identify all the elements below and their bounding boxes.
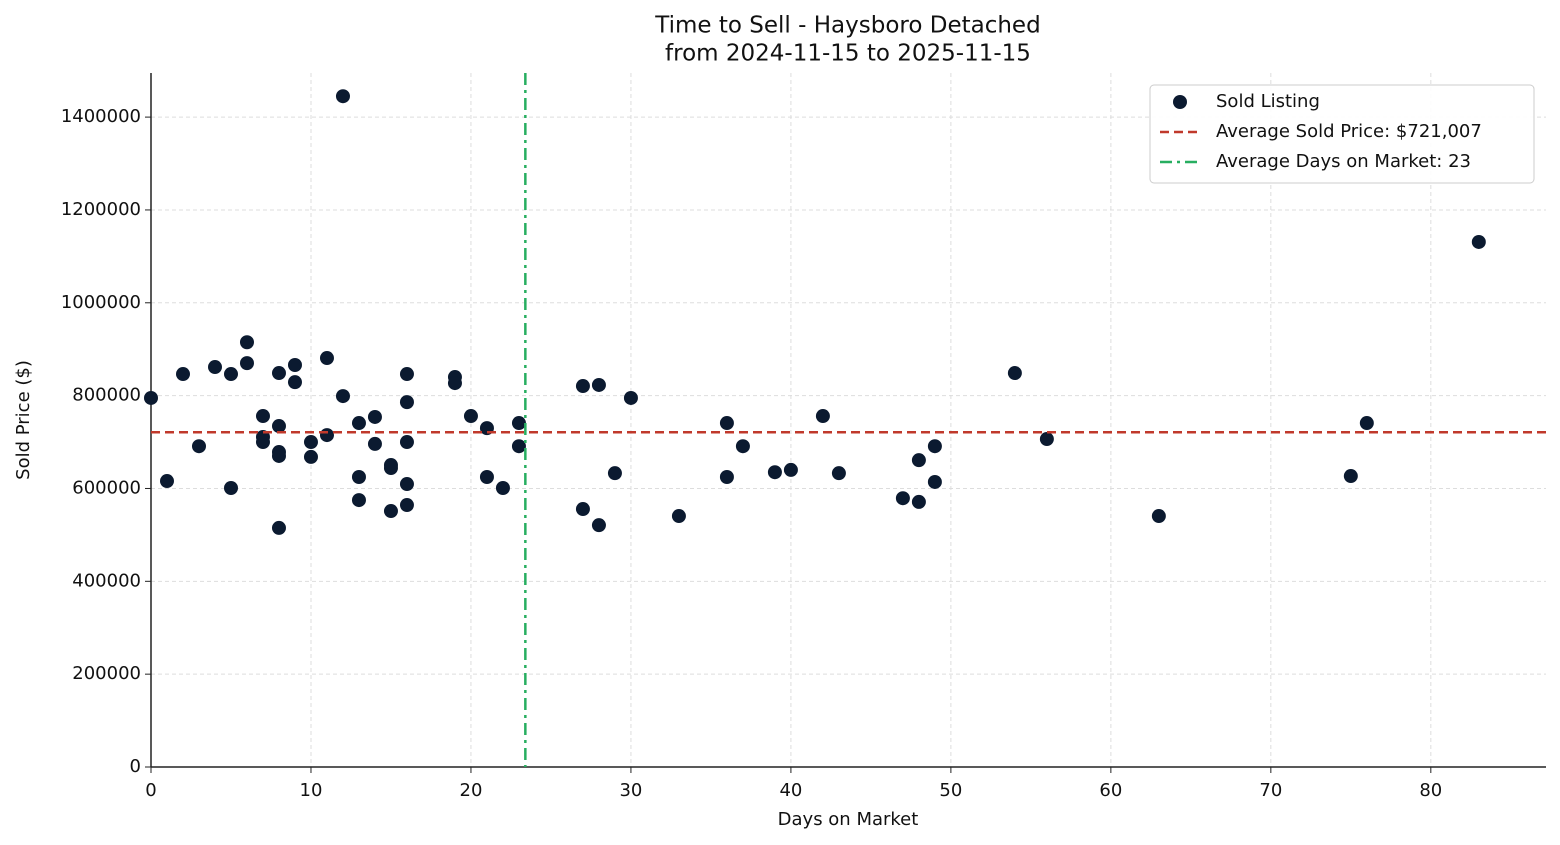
point bbox=[144, 390, 158, 405]
point bbox=[239, 335, 254, 350]
point bbox=[271, 448, 286, 463]
point bbox=[271, 419, 286, 434]
point bbox=[271, 366, 286, 381]
point bbox=[511, 416, 526, 431]
point bbox=[191, 439, 206, 454]
point bbox=[719, 416, 734, 431]
point bbox=[175, 367, 190, 382]
point bbox=[319, 351, 334, 366]
legend-label: Sold Listing bbox=[1216, 91, 1320, 112]
y-tick-label: 1000000 bbox=[61, 292, 141, 313]
point bbox=[303, 449, 318, 464]
y-tick-label: 1400000 bbox=[61, 106, 141, 127]
point bbox=[831, 466, 846, 481]
x-axis-label: Days on Market bbox=[778, 809, 919, 830]
point bbox=[1471, 234, 1486, 249]
y-tick-label: 0 bbox=[130, 756, 141, 777]
point bbox=[719, 470, 734, 485]
point bbox=[1151, 509, 1166, 524]
point bbox=[623, 390, 638, 405]
point bbox=[159, 474, 174, 489]
point bbox=[207, 360, 222, 375]
point bbox=[335, 389, 350, 404]
point bbox=[303, 435, 318, 450]
point bbox=[479, 470, 494, 485]
point bbox=[399, 435, 414, 450]
point bbox=[287, 357, 302, 372]
point bbox=[319, 428, 334, 443]
point bbox=[335, 89, 350, 104]
x-tick-label: 60 bbox=[1099, 780, 1122, 801]
x-tick-label: 70 bbox=[1259, 780, 1282, 801]
point bbox=[895, 491, 910, 506]
point bbox=[927, 474, 942, 489]
point bbox=[671, 509, 686, 524]
point bbox=[575, 502, 590, 517]
y-tick-label: 400000 bbox=[72, 570, 141, 591]
point bbox=[383, 504, 398, 519]
y-tick-label: 1200000 bbox=[61, 199, 141, 220]
y-tick-label: 600000 bbox=[72, 477, 141, 498]
point bbox=[495, 481, 510, 496]
x-tick-label: 40 bbox=[779, 780, 802, 801]
point bbox=[351, 416, 366, 431]
point bbox=[271, 520, 286, 535]
point bbox=[1359, 416, 1374, 431]
point bbox=[815, 409, 830, 424]
point bbox=[1343, 469, 1358, 484]
legend-marker bbox=[1173, 95, 1187, 109]
point bbox=[447, 376, 462, 391]
point bbox=[911, 494, 926, 509]
point bbox=[511, 439, 526, 454]
x-tick-label: 30 bbox=[619, 780, 642, 801]
legend-label: Average Sold Price: $721,007 bbox=[1216, 121, 1482, 142]
y-tick-label: 200000 bbox=[72, 663, 141, 684]
point bbox=[239, 356, 254, 371]
point bbox=[351, 470, 366, 485]
x-tick-label: 0 bbox=[145, 780, 156, 801]
point bbox=[1039, 432, 1054, 447]
point bbox=[607, 466, 622, 481]
point bbox=[399, 498, 414, 513]
point bbox=[591, 377, 606, 392]
legend-label: Average Days on Market: 23 bbox=[1216, 151, 1471, 172]
point bbox=[735, 439, 750, 454]
x-tick-label: 10 bbox=[300, 780, 323, 801]
point bbox=[223, 367, 238, 382]
legend-box bbox=[1149, 84, 1535, 184]
chart-title: Time to Sell - Haysboro Detached bbox=[654, 13, 1040, 39]
point bbox=[351, 493, 366, 508]
point bbox=[383, 461, 398, 476]
point bbox=[399, 367, 414, 382]
point bbox=[927, 439, 942, 454]
point bbox=[399, 395, 414, 410]
point bbox=[287, 375, 302, 390]
point bbox=[463, 409, 478, 424]
x-tick-label: 20 bbox=[460, 780, 483, 801]
point bbox=[223, 481, 238, 496]
y-tick-label: 800000 bbox=[72, 385, 141, 406]
point bbox=[367, 409, 382, 424]
point bbox=[255, 409, 270, 424]
point bbox=[1007, 366, 1022, 381]
point bbox=[911, 453, 926, 468]
point bbox=[367, 436, 382, 451]
point bbox=[767, 465, 782, 480]
chart-subtitle: from 2024-11-15 to 2025-11-15 bbox=[665, 41, 1031, 67]
point bbox=[255, 435, 270, 450]
x-tick-label: 50 bbox=[939, 780, 962, 801]
x-tick-label: 80 bbox=[1419, 780, 1442, 801]
point bbox=[575, 379, 590, 394]
point bbox=[783, 462, 798, 477]
y-axis-label: Sold Price ($) bbox=[13, 360, 34, 480]
point bbox=[591, 518, 606, 533]
point bbox=[399, 477, 414, 492]
